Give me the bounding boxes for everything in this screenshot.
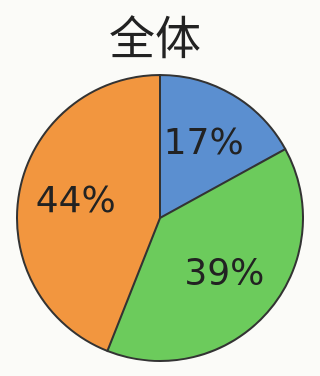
data-label: 17% [164, 122, 244, 163]
chart-title: 全体 [109, 12, 201, 66]
data-label: 44% [36, 180, 116, 221]
chart: 全体 17% 39% 44% [0, 0, 304, 376]
data-label: 39% [184, 253, 264, 294]
